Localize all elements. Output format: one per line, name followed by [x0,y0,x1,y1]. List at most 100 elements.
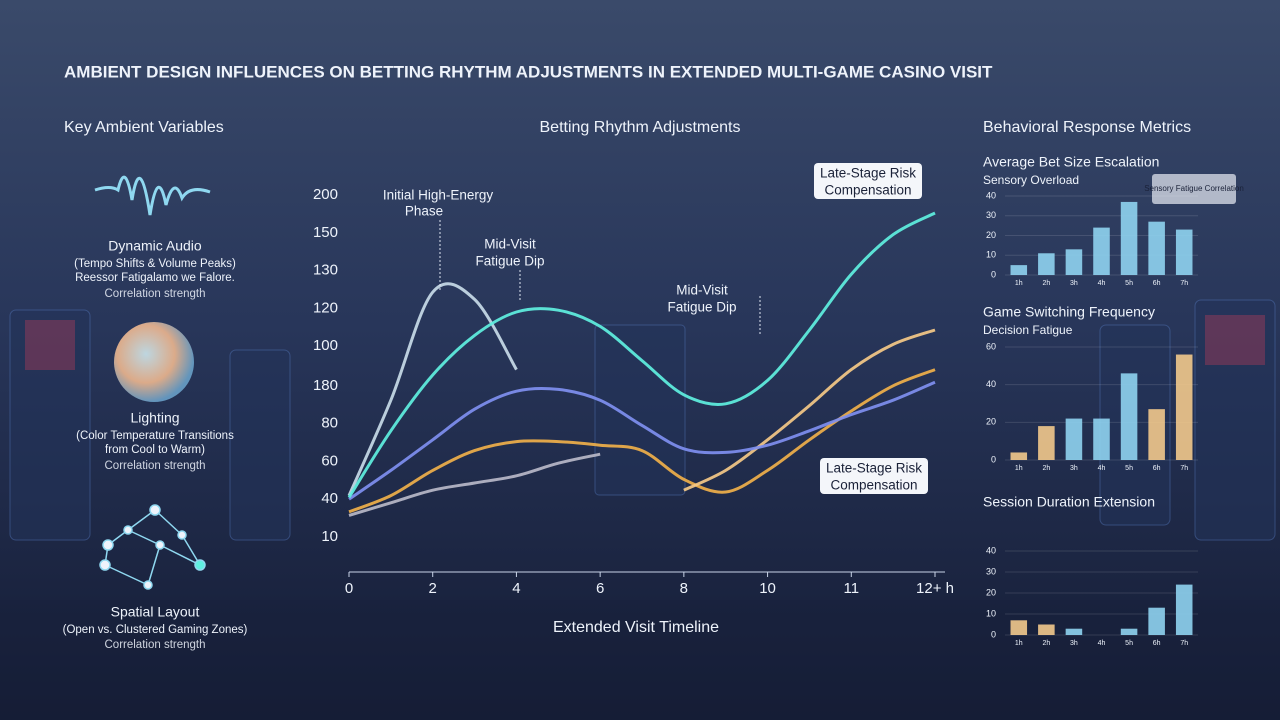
item-description: (Color Temperature Transitions [76,430,234,442]
annotation: Compensation [824,183,911,198]
item-extra: Reessor Fatigalamo we Falore. [75,272,235,284]
annotation: Fatigue Dip [667,300,736,315]
mini-x-tick-label: 6h [1153,465,1161,472]
annotation: Phase [405,204,443,219]
mini-y-tick-label: 60 [986,341,996,351]
x-tick-label: 11 [843,580,859,597]
mini-bar [1010,620,1028,635]
mini-x-tick-label: 3h [1070,640,1078,647]
mini-bar [1148,607,1165,635]
mini-x-tick-label: 4h [1098,640,1106,647]
right-heading: Behavioral Response Metrics [983,119,1191,136]
y-tick-label: 80 [321,415,338,432]
layout-icon [99,504,206,590]
item-note: Correlation strength [105,288,206,300]
mini-y-tick-label: 20 [986,587,996,597]
series-line [348,452,601,517]
mini-x-tick-label: 3h [1070,465,1078,472]
x-tick-label: 6 [596,580,604,597]
left-heading: Key Ambient Variables [64,119,224,136]
mini-x-tick-label: 2h [1042,465,1050,472]
annotation: Fatigue Dip [475,254,544,269]
x-tick-label: 4 [512,580,520,597]
mini-annotation: Sensory Fatigue Correlation [1144,184,1244,193]
item-name: Spatial Layout [111,604,200,620]
mini-chart-title: Average Bet Size Escalation [983,154,1159,170]
mini-bar [1010,452,1028,460]
mini-y-tick-label: 20 [986,417,996,427]
x-tick-label: 2 [429,580,437,597]
item-description: (Open vs. Clustered Gaming Zones) [63,624,248,636]
y-tick-label: 180 [313,377,338,394]
mini-x-tick-label: 3h [1070,280,1078,287]
x-tick-label: 12+ h [916,580,954,597]
mini-bar [1038,253,1055,275]
mini-x-tick-label: 1h [1015,465,1023,472]
mini-bar [1010,265,1028,275]
mini-bar [1093,227,1110,275]
annotation: Compensation [830,478,917,493]
mini-x-tick-label: 5h [1125,640,1133,647]
x-tick-label: 8 [680,580,688,597]
mini-x-tick-label: 7h [1180,465,1188,472]
mini-y-tick-label: 0 [991,269,996,279]
scenery [0,299,1280,720]
mini-y-tick-label: 0 [991,454,996,464]
mini-chart-title: Session Duration Extension [983,494,1155,510]
mini-x-tick-label: 1h [1015,280,1023,287]
y-tick-label: 60 [321,452,338,469]
mini-bar [1065,418,1083,460]
y-tick-label: 10 [321,528,338,545]
mini-y-tick-label: 0 [991,629,996,639]
x-axis-label: Extended Visit Timeline [553,619,719,636]
chart-title: Betting Rhythm Adjustments [540,119,741,136]
page-title: AMBIENT DESIGN INFLUENCES ON BETTING RHY… [64,62,993,81]
mini-x-tick-label: 6h [1153,640,1161,647]
mini-bar [1120,373,1138,460]
mini-chart-title: Game Switching Frequency [983,304,1155,320]
mini-y-tick-label: 30 [986,566,996,576]
annotation: Mid-Visit [676,283,728,298]
x-tick-label: 10 [759,580,776,597]
lighting-icon [114,322,194,402]
mini-bar [1038,624,1055,635]
mini-y-tick-label: 30 [986,210,996,220]
item-description: (Tempo Shifts & Volume Peaks) [74,258,236,270]
x-tick-label: 0 [345,580,353,597]
mini-x-tick-label: 4h [1098,280,1106,287]
mini-x-tick-label: 2h [1042,640,1050,647]
mini-x-tick-label: 5h [1125,280,1133,287]
mini-bar [1120,628,1138,635]
mini-y-tick-label: 10 [986,608,996,618]
mini-chart-subtitle: Sensory Overload [983,173,1079,187]
item-note: Correlation strength [105,460,206,472]
annotation-box [820,458,928,494]
annotation: Late-Stage Risk [826,461,922,476]
y-tick-label: 120 [313,299,338,316]
mini-y-tick-label: 10 [986,250,996,260]
mini-x-tick-label: 7h [1180,640,1188,647]
mini-y-tick-label: 40 [986,190,996,200]
mini-y-tick-label: 20 [986,230,996,240]
mini-bar [1093,418,1110,460]
mini-bar [1148,409,1165,460]
mini-bar [1175,229,1193,275]
mini-bar [1175,584,1193,635]
y-tick-label: 40 [321,490,338,507]
annotation: Initial High-Energy [383,188,494,203]
annotation-box [814,163,922,199]
mini-chart-subtitle: Decision Fatigue [983,323,1073,337]
series-line [347,282,518,497]
mini-x-tick-label: 5h [1125,465,1133,472]
item-name: Dynamic Audio [108,238,202,254]
mini-bar [1065,628,1083,635]
annotation: Late-Stage Risk [820,166,916,181]
mini-bar [1148,221,1165,275]
mini-x-tick-label: 7h [1180,280,1188,287]
y-tick-label: 130 [313,262,338,279]
audio-icon [94,175,211,216]
y-tick-label: 200 [313,186,338,203]
item-extra: from Cool to Warm) [105,444,205,456]
mini-bar [1120,201,1138,275]
